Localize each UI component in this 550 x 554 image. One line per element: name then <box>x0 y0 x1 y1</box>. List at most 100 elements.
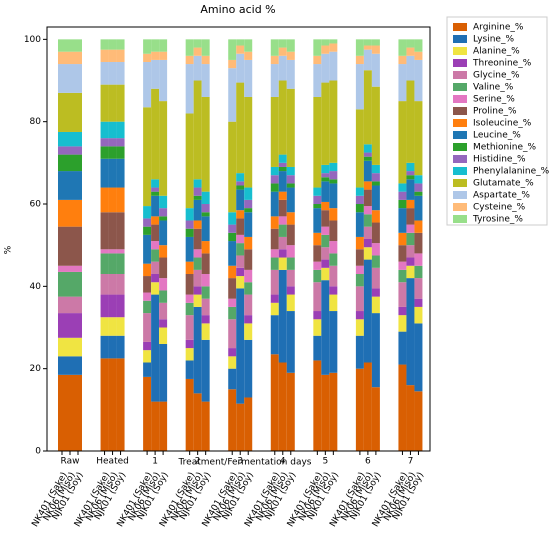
bar-segment <box>244 269 253 283</box>
bar-segment <box>143 53 152 62</box>
bar-segment <box>74 356 82 375</box>
bar-segment <box>278 162 287 167</box>
bar-segment <box>159 290 168 303</box>
bar-segment <box>151 179 160 188</box>
legend-label: Glycine_% <box>473 71 520 81</box>
bar-segment <box>406 257 415 266</box>
bar-segment <box>116 39 125 50</box>
bar-segment <box>74 337 82 357</box>
bar-segment <box>100 249 109 254</box>
bar-segment <box>193 199 202 221</box>
legend-label: Threonine_% <box>472 59 532 69</box>
bar-segment <box>236 234 245 244</box>
bar-segment <box>398 208 407 233</box>
bar-segment <box>321 374 330 451</box>
legend-swatch <box>453 119 467 127</box>
bar-segment <box>321 53 330 83</box>
bar-segment <box>74 92 82 132</box>
bar-segment <box>270 269 279 295</box>
bar-segment <box>414 101 423 176</box>
bar-segment <box>363 181 372 190</box>
bar-segment <box>228 319 237 349</box>
bar-segment <box>398 191 407 200</box>
bar-segment <box>100 335 109 359</box>
bar-segment <box>406 385 415 451</box>
bar-segment <box>74 265 82 272</box>
bar-segment <box>244 282 253 295</box>
bar-segment <box>193 306 202 394</box>
bar-segment <box>270 183 279 192</box>
bar-segment <box>58 271 66 297</box>
legend-label: Histidine_% <box>473 155 526 165</box>
legend-label: Proline_% <box>473 107 517 117</box>
bar-segment <box>355 265 364 274</box>
bar-segment <box>193 393 202 451</box>
bar-segment <box>286 286 295 295</box>
bar-segment <box>414 298 423 307</box>
bar-segment <box>185 302 194 316</box>
bar-segment <box>74 374 82 451</box>
bar-segment <box>371 387 380 451</box>
bar-segment <box>116 335 125 359</box>
bar-segment <box>159 59 168 102</box>
bar-segment <box>185 273 194 295</box>
legend-swatch <box>453 35 467 43</box>
bar-segment <box>66 146 74 155</box>
bar-segment <box>355 187 364 196</box>
bar-segment <box>236 218 245 235</box>
bar-segment <box>286 269 295 287</box>
bar-segment <box>159 220 168 246</box>
bar-segment <box>321 82 330 165</box>
bar-segment <box>185 294 194 303</box>
bar-segment <box>143 206 152 219</box>
bar-segment <box>185 339 194 349</box>
bar-segment <box>108 335 117 359</box>
bar-segment <box>151 51 160 60</box>
bar-segment <box>313 195 322 205</box>
bar-segment <box>313 282 322 312</box>
bar-segment <box>58 356 66 375</box>
bar-segment <box>159 101 168 196</box>
bar-segment <box>108 253 117 274</box>
bar-segment <box>414 51 423 60</box>
bar-segment <box>143 350 152 363</box>
bar-segment <box>151 241 160 250</box>
bar-segment <box>321 201 330 211</box>
bar-segment <box>159 208 168 217</box>
bar-segment <box>143 263 152 277</box>
bar-segment <box>406 224 415 233</box>
bar-segment <box>58 199 66 227</box>
bar-segment <box>74 199 82 227</box>
bar-segment <box>363 214 372 227</box>
bar-segment <box>159 245 168 258</box>
bar-segment <box>371 173 380 182</box>
bar-segment <box>286 212 295 225</box>
bar-segment <box>244 199 253 209</box>
bar-segment <box>371 288 380 297</box>
bar-segment <box>185 208 194 221</box>
bar-segment <box>406 265 415 279</box>
bar-segment <box>66 313 74 338</box>
bar-segment <box>398 199 407 209</box>
bar-segment <box>151 191 160 196</box>
bar-segment <box>116 358 125 451</box>
bar-segment <box>286 51 295 60</box>
y-tick-label: 100 <box>24 35 41 45</box>
bar-segment <box>201 286 210 299</box>
bar-segment <box>228 389 237 451</box>
bar-segment <box>355 236 364 250</box>
bar-segment <box>185 360 194 379</box>
bar-segment <box>193 249 202 258</box>
bar-segment <box>414 39 423 52</box>
bar-segment <box>355 311 364 320</box>
bar-segment <box>74 271 82 297</box>
bar-segment <box>278 191 287 200</box>
bar-segment <box>100 121 109 139</box>
bar-segment <box>201 273 210 287</box>
bar-segment <box>201 315 210 324</box>
bar-segment <box>108 273 117 295</box>
bar-segment <box>201 241 210 254</box>
bar-segment <box>355 195 364 205</box>
bar-segment <box>58 337 66 357</box>
bar-segment <box>398 315 407 332</box>
